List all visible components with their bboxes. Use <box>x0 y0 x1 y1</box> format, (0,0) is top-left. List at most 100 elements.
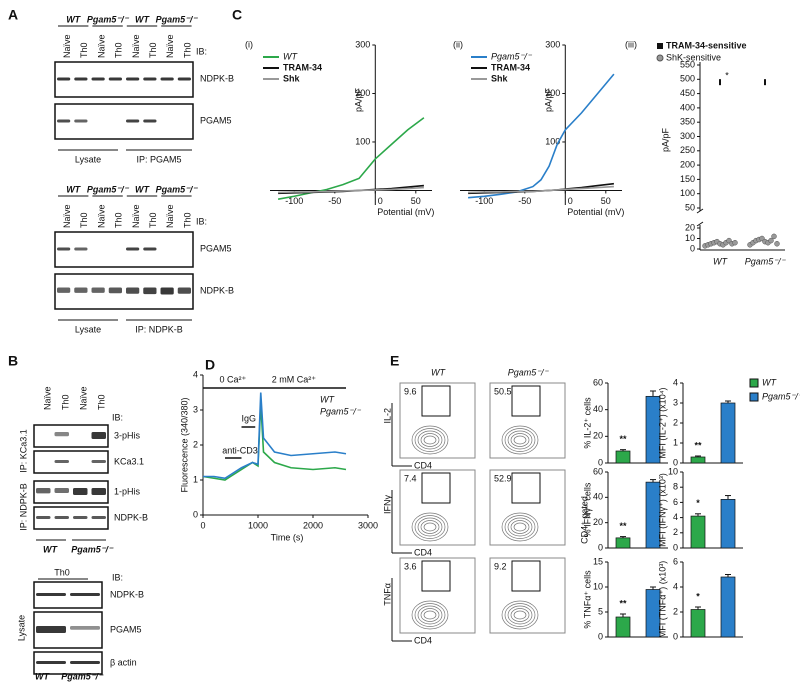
y-tick-label: 3 <box>193 404 198 414</box>
flow-plot <box>489 382 566 459</box>
legend-swatch <box>657 43 663 49</box>
lane-label: Naïve <box>62 204 72 228</box>
column-label: WT <box>431 367 446 377</box>
flow-plot <box>399 469 476 546</box>
point <box>774 241 780 247</box>
band <box>57 119 71 123</box>
x-tick-label: 50 <box>411 196 421 206</box>
y-tick-label: 100 <box>355 136 370 146</box>
legend-label: Pgam5⁻/⁻ <box>762 391 800 401</box>
point <box>732 239 738 246</box>
band <box>91 77 105 81</box>
ib-label: IB: <box>112 412 123 422</box>
flow-plot <box>399 557 476 634</box>
row-label: NDPK-B <box>200 73 234 83</box>
contour <box>504 603 536 627</box>
band <box>54 432 69 437</box>
y-tick-label: 550 <box>680 59 695 69</box>
y-tick-label: 2 <box>673 527 678 537</box>
series-line <box>203 392 347 480</box>
group-label: WT <box>66 184 81 194</box>
ip-label: IP: NDPK-B <box>18 483 28 531</box>
ib-label: IB: <box>112 572 123 582</box>
lane-label: Naïve <box>131 34 141 58</box>
contour <box>504 515 536 539</box>
band <box>36 661 66 664</box>
lane-label: Naïve <box>42 386 52 410</box>
bar <box>615 450 631 464</box>
y-tick-label: 8 <box>673 482 678 492</box>
legend-label: Shk <box>491 73 509 83</box>
y-axis-label: pA/pF <box>660 127 670 152</box>
legend-label: TRAM-34-sensitive <box>666 40 747 50</box>
blot <box>33 506 109 530</box>
contour <box>507 430 533 450</box>
lane-label: Th0 <box>114 42 124 58</box>
lane-label: Th0 <box>182 42 192 58</box>
y-tick-label: 4 <box>673 581 678 591</box>
y-tick-label: 60 <box>593 466 603 476</box>
section-label: IP: PGAM5 <box>136 154 181 164</box>
lane-label: Th0 <box>79 212 89 228</box>
group-label: Pgam5⁻/⁻ <box>156 184 199 194</box>
y-tick-label: 200 <box>545 88 560 98</box>
y-tick-label: 100 <box>680 188 695 198</box>
gate <box>421 385 451 417</box>
contour <box>417 517 443 537</box>
contour <box>507 605 533 625</box>
lane-label: Naïve <box>165 204 175 228</box>
y-tick-label: 0 <box>690 243 695 253</box>
subtitle: (iii) <box>625 39 637 49</box>
bar <box>690 456 706 464</box>
band <box>143 287 157 295</box>
blot <box>33 480 109 504</box>
y-tick-label: 1 <box>193 474 198 484</box>
significance: * <box>725 70 729 80</box>
band <box>91 432 106 439</box>
row-label: PGAM5 <box>200 115 232 125</box>
band <box>57 77 71 81</box>
x-tick-label: -50 <box>518 196 531 206</box>
legend-swatch <box>749 392 759 402</box>
marker <box>764 79 766 86</box>
x-axis-label: CD4 <box>414 547 432 557</box>
band <box>108 77 122 81</box>
legend-swatch <box>656 54 664 62</box>
group-label: WT <box>43 544 58 554</box>
significance: * <box>696 498 700 508</box>
panel-label: D <box>205 357 215 373</box>
y-tick-label: 4 <box>193 369 198 379</box>
significance: ** <box>619 598 627 608</box>
row-label: 1-pHis <box>114 486 141 496</box>
significance: ** <box>694 440 702 450</box>
legend-label: TRAM-34 <box>491 62 530 72</box>
band <box>54 488 69 493</box>
gate-value: 7.4 <box>404 473 417 483</box>
annotation: IgG <box>242 413 257 423</box>
y-tick-label: 350 <box>680 117 695 127</box>
x-tick-label: -50 <box>328 196 341 206</box>
lane-label: Th0 <box>148 42 158 58</box>
subtitle: (ii) <box>453 39 463 49</box>
y-tick-label: 3 <box>673 397 678 407</box>
contour <box>414 428 446 452</box>
x-axis-label: CD4 <box>414 635 432 645</box>
y-tick-label: 0 <box>598 542 603 552</box>
band <box>91 488 106 495</box>
band <box>36 593 66 596</box>
gate-value: 3.6 <box>404 561 417 571</box>
gate-value: 9.6 <box>404 386 417 396</box>
legend-label: Shk <box>283 73 301 83</box>
x-axis-label: CD4 <box>414 460 432 470</box>
band <box>177 77 191 81</box>
gate-value: 50.5 <box>494 386 512 396</box>
band <box>91 516 106 519</box>
lane-label: Naïve <box>131 204 141 228</box>
group-label: Pgam5⁻/⁻ <box>87 184 130 194</box>
band <box>36 488 51 494</box>
y-tick-label: 2 <box>193 439 198 449</box>
x-tick-label: 0 <box>200 520 205 530</box>
legend-label: TRAM-34 <box>283 62 322 72</box>
y-axis-label: IL-2 <box>382 408 392 424</box>
y-axis-label: % IFNγ⁺ cells <box>582 482 592 537</box>
